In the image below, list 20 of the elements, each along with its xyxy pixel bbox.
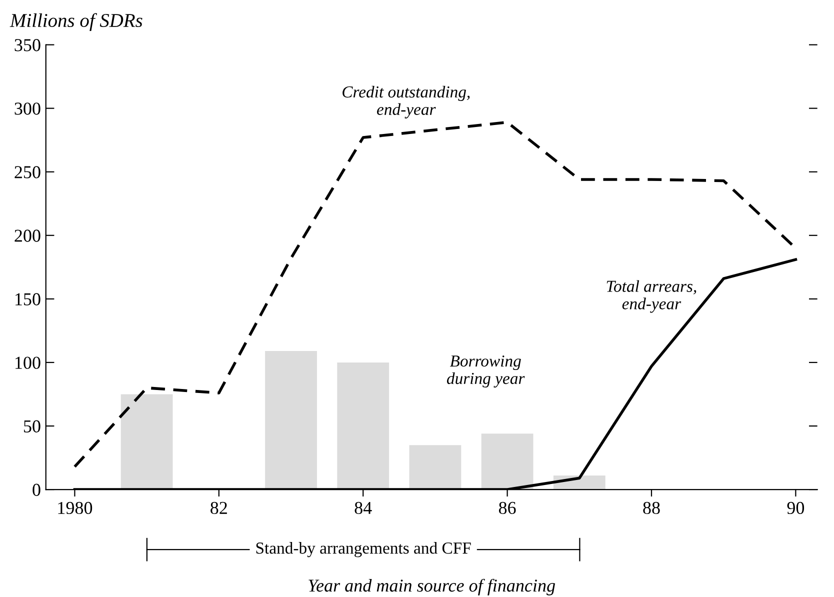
y-axis-title: Millions of SDRs <box>10 13 142 32</box>
x-tick-label: 86 <box>498 502 516 514</box>
y-tick-label: 0 <box>32 484 40 496</box>
y-tick-label: 150 <box>16 293 40 306</box>
x-tick-label: 90 <box>787 502 804 514</box>
x-tick-label: 84 <box>354 502 372 514</box>
x-tick-label: 1980 <box>58 502 92 514</box>
text: Stand-by arrangements and CFF <box>256 542 471 558</box>
y-tick-label: 250 <box>14 166 40 178</box>
x-tick-label: 88 <box>643 502 660 514</box>
annotation: Credit outstanding, end-year <box>342 86 470 118</box>
y-tick-label: 200 <box>14 230 40 242</box>
y-tick-label: 50 <box>24 420 40 432</box>
annotation: Total arrears, end-year <box>606 280 696 313</box>
y-tick-label: 300 <box>14 102 40 115</box>
annotation: Borrowing during year <box>446 355 525 388</box>
x-tick-label: 82 <box>210 502 227 514</box>
y-tick-label: 350 <box>14 39 40 52</box>
y-tick-label: 100 <box>16 356 40 369</box>
x-axis-title: Year and main source of financing <box>308 578 556 596</box>
